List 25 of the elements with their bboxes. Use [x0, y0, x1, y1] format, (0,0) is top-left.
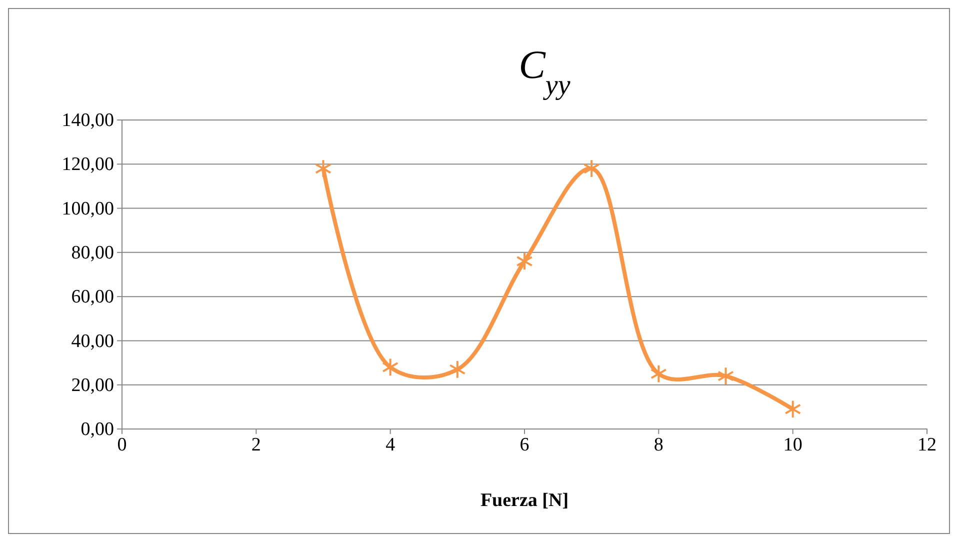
y-tick-label: 80,00 — [71, 242, 114, 264]
point — [516, 252, 533, 271]
y-tick-label: 0,00 — [80, 419, 114, 440]
point — [449, 360, 466, 379]
x-tick-label: 2 — [251, 434, 261, 456]
y-tick-label: 100,00 — [62, 198, 114, 220]
y-tick-label: 40,00 — [71, 330, 114, 352]
y-tick-label: 120,00 — [62, 154, 114, 176]
point — [650, 364, 667, 384]
y-tick-label: 140,00 — [62, 110, 114, 132]
x-tick-label: 6 — [520, 434, 530, 456]
point — [784, 400, 802, 419]
y-tick-label: 20,00 — [71, 374, 114, 396]
point — [583, 159, 600, 178]
x-tick-label: 12 — [918, 434, 936, 456]
x-tick-label: 4 — [386, 434, 396, 456]
chart-title: C$_{yy}$ — [518, 42, 571, 100]
x-tick-label: 10 — [783, 434, 802, 456]
x-axis-title: Fuerza [N] — [480, 490, 569, 511]
x-tick-label: 0 — [117, 434, 127, 456]
point — [717, 366, 734, 386]
x-tick-label: 8 — [654, 434, 664, 456]
point — [314, 159, 332, 178]
y-tick-label: 60,00 — [71, 286, 114, 308]
point — [382, 358, 399, 377]
